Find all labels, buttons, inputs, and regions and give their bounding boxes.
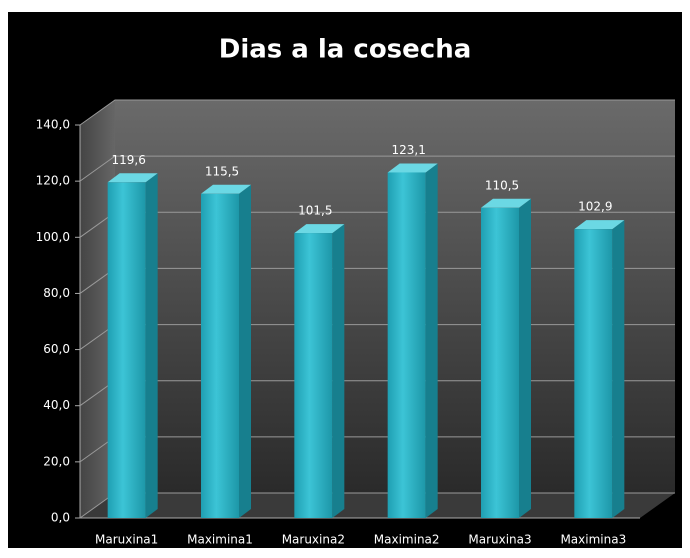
bar-side bbox=[519, 198, 531, 518]
x-tick-label: Maximina1 bbox=[187, 533, 253, 547]
bar-top bbox=[387, 163, 438, 173]
bar-top bbox=[201, 184, 251, 194]
bar bbox=[574, 229, 613, 518]
bar-side bbox=[612, 220, 625, 518]
bar-side bbox=[332, 224, 345, 518]
y-tick-label: 20,0 bbox=[43, 454, 70, 468]
x-tick-label: Maximina3 bbox=[560, 533, 626, 547]
bar bbox=[294, 233, 333, 518]
bar bbox=[387, 172, 426, 518]
y-tick-label: 120,0 bbox=[36, 174, 70, 188]
y-tick-label: 80,0 bbox=[43, 286, 70, 300]
x-tick-label: Maruxina2 bbox=[282, 533, 345, 547]
grid-line bbox=[79, 99, 675, 126]
bar-top bbox=[107, 173, 158, 183]
value-label: 119,6 bbox=[111, 153, 145, 167]
bar-top bbox=[294, 224, 345, 234]
bar-top bbox=[574, 220, 625, 230]
value-label: 110,5 bbox=[485, 178, 519, 192]
value-label: 123,1 bbox=[391, 143, 425, 157]
bar bbox=[201, 193, 239, 518]
value-label: 102,9 bbox=[578, 200, 612, 214]
y-tick-label: 0,0 bbox=[51, 511, 70, 525]
y-tick-label: 40,0 bbox=[43, 398, 70, 412]
x-tick-label: Maruxina1 bbox=[95, 533, 158, 547]
bar-side bbox=[145, 173, 158, 518]
side-wall bbox=[80, 100, 115, 518]
value-label: 101,5 bbox=[298, 204, 332, 218]
chart-title: Dias a la cosecha bbox=[219, 35, 472, 65]
bar-side bbox=[425, 163, 438, 518]
y-tick-label: 140,0 bbox=[36, 118, 70, 132]
y-tick-label: 60,0 bbox=[43, 342, 70, 356]
bar bbox=[107, 182, 146, 518]
bar-top bbox=[481, 198, 531, 208]
x-tick-label: Maximina2 bbox=[374, 533, 440, 547]
bar bbox=[481, 207, 519, 518]
grid-line bbox=[79, 155, 675, 182]
value-label: 115,5 bbox=[205, 164, 239, 178]
y-tick-label: 100,0 bbox=[36, 230, 70, 244]
x-tick-label: Maruxina3 bbox=[468, 533, 531, 547]
bar-side bbox=[239, 184, 251, 518]
